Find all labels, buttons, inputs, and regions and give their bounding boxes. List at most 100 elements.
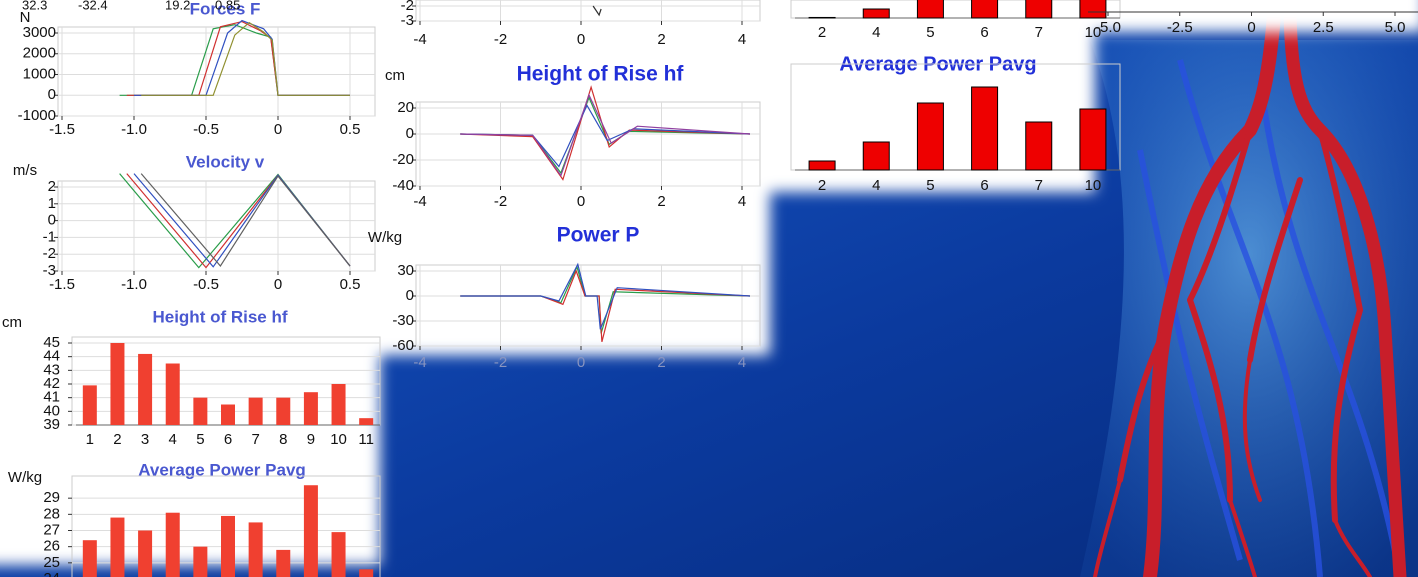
x-tick-label: 8 [279,431,287,448]
y-tick-label: -20 [392,151,414,168]
y-tick-label: -40 [392,177,414,194]
x-tick-label: 0 [577,31,585,48]
bar [166,513,180,577]
y-tick-label: 2 [48,178,56,195]
bar [332,384,346,425]
y-tick-label: 25 [43,554,60,571]
x-tick-label: 2.5 [1313,19,1334,36]
x-tick-label: -2 [494,193,507,210]
y-tick-label: -60 [392,337,414,354]
bar [276,398,290,425]
x-tick-label: 5.0 [1385,19,1406,36]
chart-title: Velocity v [186,152,265,171]
x-tick-label: 0.5 [340,276,361,293]
x-tick-label: 2 [818,24,826,41]
x-tick-label: 10 [1085,177,1102,194]
bar [249,398,263,425]
y-tick-label: 45 [43,334,60,351]
x-tick-label: -4 [413,354,426,371]
x-tick-label: 7 [251,431,259,448]
bar [917,0,943,18]
y-tick-label: 24 [43,570,60,577]
x-tick-label: -0.5 [193,276,219,293]
x-tick-label: 2 [657,31,665,48]
x-tick-label: 4 [169,431,177,448]
bar [1026,122,1052,170]
x-tick-label: 11 [358,431,374,448]
x-tick-label: -2 [494,31,507,48]
y-tick-label: 3000 [23,24,56,41]
bar [193,547,207,577]
x-tick-label: 4 [738,354,746,371]
bar [249,522,263,577]
y-tick-label: -2 [401,0,414,14]
x-tick-label: 0 [1247,19,1255,36]
chart-title: Height of Rise hf [517,63,685,86]
y-tick-label: 1 [48,195,56,212]
bar [972,87,998,170]
annotation: 19.2 [165,0,190,12]
collage: Forces FN32.3-32.419.20.85-1000010002000… [0,0,1418,577]
bar [359,569,373,577]
bar [110,518,124,577]
x-tick-label: 4 [872,24,880,41]
bar [809,161,835,170]
y-tick-label: 26 [43,538,60,555]
y-tick-label: 0 [48,86,56,103]
x-tick-label: 4 [738,31,746,48]
annotation: 32.3 [22,0,47,12]
y-axis-label: cm [385,67,405,84]
x-tick-label: 10 [330,431,347,448]
y-axis-label: cm [2,314,22,331]
bar [1026,0,1052,18]
x-tick-label: -5.0 [1095,19,1121,36]
x-tick-label: 7 [1035,177,1043,194]
x-tick-label: 0.5 [340,121,361,138]
x-tick-label: -2 [494,354,507,371]
x-tick-label: 0 [274,121,282,138]
y-tick-label: 0 [406,287,414,304]
x-tick-label: 6 [980,24,988,41]
page: {"chart_data": [ {"type": "line", "title… [0,0,1418,577]
bar [221,516,235,577]
bar [304,485,318,577]
annotation: 0.85 [215,0,240,12]
bar [332,532,346,577]
x-tick-label: 2 [113,431,121,448]
y-tick-label: 1000 [23,65,56,82]
bar [166,364,180,426]
x-tick-label: 4 [738,193,746,210]
y-tick-label: -1 [43,228,56,245]
bar [1080,109,1106,170]
bar [809,17,835,18]
x-tick-label: -1.5 [49,276,75,293]
bar [863,9,889,18]
y-tick-label: 0 [48,212,56,229]
x-tick-label: 5 [196,431,204,448]
anatomy-illustration [1080,0,1418,577]
y-tick-label: 0 [406,125,414,142]
bar [193,398,207,425]
bar [110,343,124,425]
bar [359,418,373,425]
x-tick-label: 9 [307,431,315,448]
y-tick-label: 28 [43,505,60,522]
x-tick-label: 6 [224,431,232,448]
y-axis-label: W/kg [368,229,402,246]
x-tick-label: -0.5 [193,121,219,138]
y-tick-label: 30 [397,262,414,279]
y-tick-label: 20 [397,99,414,116]
x-tick-label: 0 [274,276,282,293]
x-tick-label: -4 [413,193,426,210]
bar [1080,0,1106,18]
chart-title: Power P [557,224,640,247]
y-tick-label: 27 [43,521,60,538]
x-tick-label: 2 [818,177,826,194]
x-tick-label: 2 [657,354,665,371]
x-tick-label: -1.5 [49,121,75,138]
bar [276,550,290,577]
chart-title: Average Power Pavg [138,460,306,479]
chart-title: Height of Rise hf [152,307,287,326]
x-tick-label: 5 [926,177,934,194]
bar [83,540,97,577]
